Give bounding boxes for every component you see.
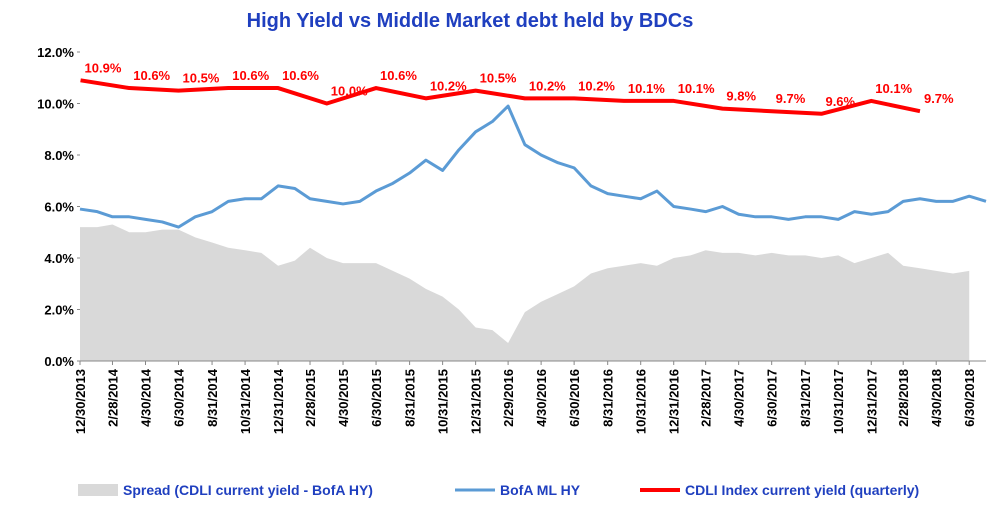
x-tick-label: 6/30/2014 [172, 368, 187, 427]
data-label: 10.2% [578, 78, 615, 93]
y-tick-label: 10.0% [37, 97, 74, 112]
x-tick-label: 2/28/2014 [105, 368, 120, 427]
x-tick-label: 12/31/2014 [271, 368, 286, 434]
data-label: 9.8% [726, 89, 756, 104]
x-tick-label: 10/31/2016 [634, 369, 649, 434]
x-tick-label: 4/30/2017 [732, 369, 747, 427]
y-tick-label: 4.0% [44, 251, 74, 266]
area [80, 224, 970, 361]
x-tick-label: 4/30/2018 [929, 369, 944, 427]
x-tick-label: 4/30/2014 [138, 368, 153, 427]
line [79, 104, 987, 229]
data-label: 10.5% [183, 71, 220, 86]
x-tick-label: 6/30/2016 [567, 369, 582, 427]
data-label: 9.7% [924, 91, 954, 106]
data-label: 10.1% [678, 81, 715, 96]
x-tick-label: 2/28/2015 [303, 369, 318, 427]
x-tick-label: 10/31/2014 [238, 368, 253, 434]
x-tick-label: 12/31/2015 [469, 369, 484, 434]
data-label: 10.6% [232, 68, 269, 83]
x-tick-label: 12/31/2017 [864, 369, 879, 434]
x-tick-label: 8/31/2016 [601, 369, 616, 427]
legend-swatch [78, 484, 118, 496]
x-tick-label: 2/28/2018 [896, 369, 911, 427]
x-tick-label: 6/30/2018 [962, 369, 977, 427]
x-tick-label: 10/31/2015 [436, 369, 451, 434]
data-label: 10.6% [282, 68, 319, 83]
data-label: 10.2% [430, 78, 467, 93]
data-label: 10.6% [133, 68, 170, 83]
data-label: 10.2% [529, 78, 566, 93]
chart-title: High Yield vs Middle Market debt held by… [247, 10, 694, 32]
x-tick-label: 4/30/2016 [534, 369, 549, 427]
legend-label: Spread (CDLI current yield - BofA HY) [123, 482, 373, 498]
data-label: 10.6% [380, 68, 417, 83]
y-tick-label: 2.0% [44, 303, 74, 318]
data-label: 10.1% [628, 81, 665, 96]
legend-label: BofA ML HY [500, 482, 581, 498]
x-tick-label: 10/31/2017 [831, 369, 846, 434]
data-label: 10.9% [85, 60, 122, 75]
line [80, 78, 921, 116]
x-tick-label: 8/31/2015 [403, 369, 418, 427]
data-label: 10.0% [331, 84, 368, 99]
y-tick-label: 6.0% [44, 200, 74, 215]
x-tick-label: 8/31/2017 [798, 369, 813, 427]
x-tick-label: 12/31/2016 [667, 369, 682, 434]
y-tick-label: 12.0% [37, 45, 74, 60]
y-tick-label: 8.0% [44, 148, 74, 163]
data-label: 9.6% [825, 94, 855, 109]
x-tick-label: 8/31/2014 [205, 368, 220, 427]
x-tick-label: 4/30/2015 [336, 369, 351, 427]
x-tick-label: 12/30/2013 [73, 369, 88, 434]
data-label: 10.5% [480, 71, 517, 86]
data-label: 9.7% [776, 91, 806, 106]
x-tick-label: 6/30/2015 [369, 369, 384, 427]
legend-label: CDLI Index current yield (quarterly) [685, 482, 919, 498]
x-tick-label: 6/30/2017 [765, 369, 780, 427]
data-label: 10.1% [875, 81, 912, 96]
x-tick-label: 2/28/2017 [699, 369, 714, 427]
x-tick-label: 2/29/2016 [501, 369, 516, 427]
y-tick-label: 0.0% [44, 354, 74, 369]
